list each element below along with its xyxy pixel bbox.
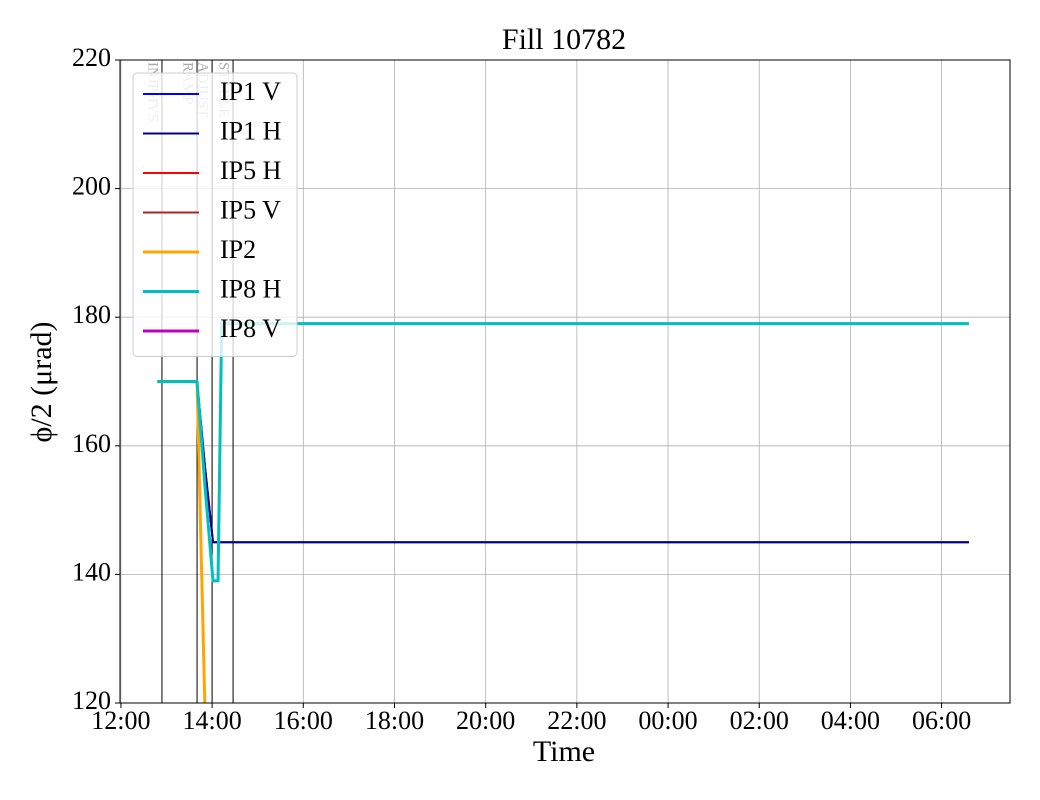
y-tick-label: 200 <box>72 172 111 201</box>
legend-label: IP5 V <box>220 195 281 224</box>
x-tick-label: 20:00 <box>456 706 515 735</box>
y-tick-label: 160 <box>72 429 111 458</box>
legend-label: IP8 H <box>220 274 282 303</box>
legend-label: IP1 V <box>220 77 281 106</box>
y-tick-label: 180 <box>72 300 111 329</box>
x-tick-label: 22:00 <box>547 706 606 735</box>
y-tick-label: 140 <box>72 557 111 586</box>
y-axis-label: ϕ/2 (μrad) <box>25 322 58 443</box>
y-tick-label: 120 <box>72 686 111 715</box>
x-tick-label: 16:00 <box>274 706 333 735</box>
chart-title: Fill 10782 <box>502 23 626 56</box>
x-tick-label: 18:00 <box>365 706 424 735</box>
x-tick-label: 06:00 <box>912 706 971 735</box>
legend-label: IP1 H <box>220 116 282 145</box>
x-tick-label: 02:00 <box>730 706 789 735</box>
x-tick-label: 12:00 <box>91 706 150 735</box>
legend-box <box>132 72 298 357</box>
x-tick-label: 00:00 <box>638 706 697 735</box>
x-tick-label: 14:00 <box>182 706 241 735</box>
plot-frame <box>119 59 1011 704</box>
legend-label: IP8 V <box>220 314 281 343</box>
x-tick-label: 04:00 <box>821 706 880 735</box>
x-axis-label: Time <box>533 735 595 768</box>
legend-label: IP2 <box>220 235 256 264</box>
legend-label: IP5 H <box>220 156 282 185</box>
y-tick-label: 220 <box>72 43 111 72</box>
